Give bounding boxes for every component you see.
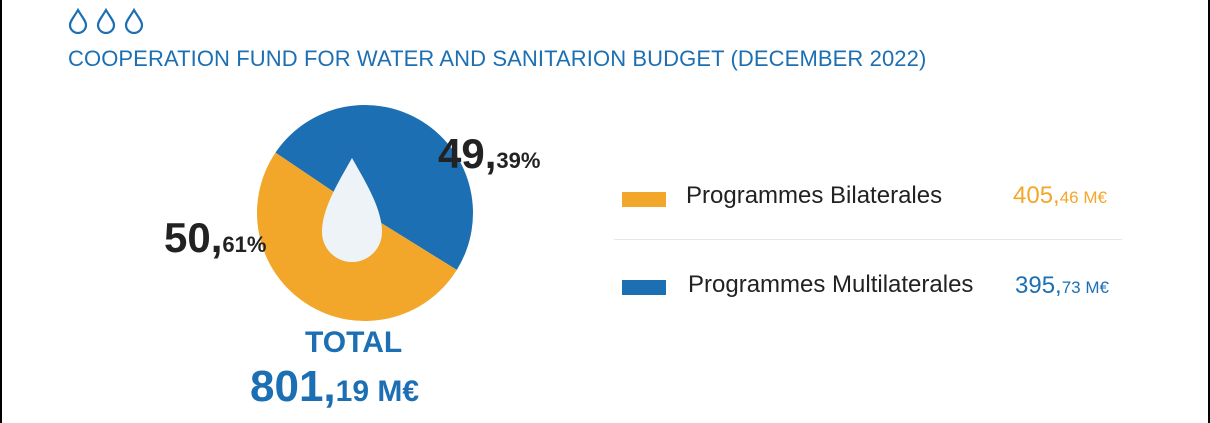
water-drop-icon [322,158,382,262]
pie-chart [256,105,473,322]
legend-label-bilateral: Programmes Bilaterales [686,182,943,209]
total-label: TOTAL [305,326,403,359]
legend-value-bilateral: 405,46 M€ [1013,182,1107,209]
legend-divider [614,239,1122,240]
legend-swatch-bilateral [622,192,666,207]
bilateral-percent-label: 50,61% [164,214,267,261]
chart-title: COOPERATION FUND FOR WATER AND SANITARIO… [68,46,927,71]
multilateral-percent-label: 49,39% [438,130,541,177]
legend-value-multilateral: 395,73 M€ [1015,272,1109,299]
legend-label-multilateral: Programmes Multilaterales [688,271,974,298]
pie-slice-multilateral [275,105,473,270]
total-value: 801,19 M€ [250,362,420,411]
legend-swatch-multilateral [622,280,666,295]
three-water-drops-icon [68,8,144,34]
